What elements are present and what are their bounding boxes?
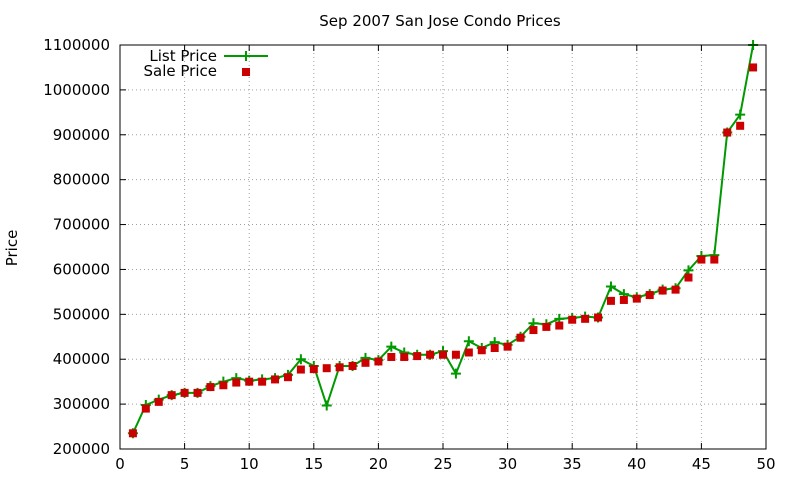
- sale-price-point: [594, 313, 603, 322]
- sale-price-point: [167, 391, 176, 400]
- y-tick-label: 900000: [53, 126, 110, 144]
- plot-frame: [119, 44, 767, 450]
- sale-price-point: [439, 350, 447, 359]
- sale-price-point: [568, 315, 577, 324]
- y-tick-label: 400000: [53, 350, 110, 368]
- y-tick-label: 1100000: [43, 36, 110, 54]
- x-tick-label: 50: [756, 455, 775, 473]
- sale-price-point: [658, 286, 667, 295]
- sale-price-point: [400, 352, 409, 361]
- axis-ticks: 200000 300000 400000 500000 600000 700000 8000…: [43, 36, 775, 473]
- sale-price-point: [516, 333, 525, 342]
- y-tick-label: 600000: [53, 260, 110, 278]
- sale-price-point: [749, 63, 758, 72]
- x-tick-label: 0: [115, 455, 125, 473]
- sale-price-point: [309, 365, 318, 374]
- legend: List Price Sale Price: [144, 47, 268, 80]
- sale-price-point: [490, 344, 499, 352]
- list-price-point: [463, 336, 474, 347]
- sale-price-point: [180, 388, 189, 397]
- legend-marker-sale-price: [242, 68, 250, 76]
- sale-price-point: [684, 273, 693, 282]
- y-axis-label: Price: [3, 230, 21, 267]
- list-price-point: [605, 281, 616, 292]
- sale-price-point: [219, 381, 228, 390]
- sale-price-point: [258, 377, 267, 386]
- x-tick-label: 20: [369, 455, 388, 473]
- sale-price-point: [542, 322, 551, 331]
- sale-price-point: [451, 350, 460, 359]
- sale-price-point: [606, 296, 615, 305]
- grid: [120, 45, 766, 449]
- sale-price-point: [335, 363, 344, 372]
- list-price-point: [295, 354, 306, 365]
- y-tick-label: 700000: [53, 216, 110, 234]
- list-price-point: [386, 341, 397, 352]
- chart-title: Sep 2007 San Jose Condo Prices: [319, 12, 561, 30]
- legend-label-list-price: List Price: [149, 47, 217, 65]
- sale-price-point: [296, 365, 305, 374]
- sale-price-point: [426, 350, 435, 359]
- y-tick-label: 300000: [53, 395, 110, 413]
- x-tick-label: 5: [180, 455, 190, 473]
- sale-price-point: [555, 321, 564, 330]
- sale-price-point: [387, 352, 396, 361]
- sale-price-point: [723, 128, 732, 137]
- y-tick-label: 500000: [53, 305, 110, 323]
- sale-price-point: [736, 121, 745, 130]
- list-price-point: [735, 109, 746, 120]
- sale-price-point: [671, 285, 680, 294]
- sale-price-point: [413, 352, 422, 361]
- sale-price-point: [245, 377, 254, 386]
- sale-price-point: [271, 375, 280, 384]
- sale-price-point: [128, 429, 137, 438]
- sale-price-point: [697, 255, 706, 264]
- sale-price-point: [283, 373, 292, 382]
- sale-price-point: [464, 348, 473, 357]
- sale-price-point: [710, 255, 719, 264]
- legend-label-sale-price: Sale Price: [144, 62, 217, 80]
- list-price-point: [321, 400, 332, 411]
- x-tick-label: 10: [240, 455, 259, 473]
- sale-price-point: [206, 383, 215, 392]
- sale-price-point: [361, 358, 370, 367]
- sale-price-point: [619, 295, 628, 304]
- sale-price-point: [348, 361, 357, 370]
- x-tick-label: 15: [304, 455, 323, 473]
- sale-price-point: [503, 342, 512, 351]
- sale-price-point: [322, 364, 331, 373]
- sale-price-point: [581, 314, 590, 323]
- legend-marker-list-price: [241, 51, 251, 61]
- x-tick-label: 35: [563, 455, 582, 473]
- list-price-line: [132, 44, 755, 434]
- sale-price-point: [632, 294, 641, 303]
- x-tick-label: 45: [692, 455, 711, 473]
- x-tick-label: 30: [498, 455, 517, 473]
- sale-price-point: [529, 326, 538, 335]
- y-tick-label: 800000: [53, 171, 110, 189]
- y-tick-label: 200000: [53, 440, 110, 458]
- sale-price-point: [477, 346, 486, 355]
- sale-price-point: [645, 291, 654, 300]
- sale-price-point: [193, 388, 202, 397]
- x-tick-label: 25: [433, 455, 452, 473]
- list-price-point: [450, 368, 461, 379]
- sale-price-point: [154, 397, 163, 406]
- plot-series: [127, 40, 759, 439]
- sale-price-point: [232, 378, 241, 387]
- x-tick-label: 40: [627, 455, 646, 473]
- sale-price-point: [374, 357, 383, 366]
- y-tick-label: 1000000: [43, 81, 110, 99]
- sale-price-point: [141, 404, 150, 413]
